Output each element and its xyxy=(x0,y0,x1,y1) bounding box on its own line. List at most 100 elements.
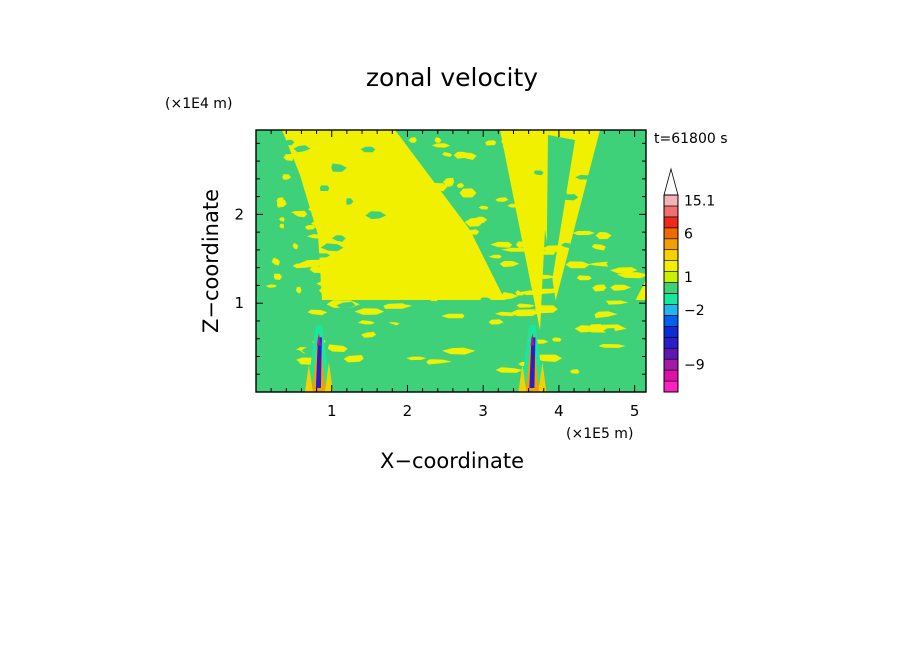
field-speckle-positive xyxy=(361,331,377,338)
x-tick-label: 2 xyxy=(403,402,413,420)
colorbar-segment xyxy=(663,238,679,251)
colorbar-label: 6 xyxy=(684,226,693,242)
field-speckle-positive xyxy=(283,153,294,161)
field-speckle-positive xyxy=(307,309,328,316)
wake-min-mountain-wake-2 xyxy=(529,337,536,388)
x-tick-label: 5 xyxy=(630,402,640,420)
field-speckle-positive xyxy=(307,156,317,163)
field-speckle-positive xyxy=(572,230,595,236)
field-speckle-negative xyxy=(626,308,636,313)
field-speckle-positive xyxy=(552,337,562,342)
field-speckle-positive xyxy=(481,276,493,286)
field-speckle-positive xyxy=(399,244,409,252)
field-speckle-positive xyxy=(354,308,385,315)
field-speckle-positive xyxy=(305,225,316,230)
field-speckle-positive xyxy=(501,247,534,252)
field-speckle-negative xyxy=(589,300,609,308)
field-speckle-negative xyxy=(283,139,295,146)
colorbar-frame xyxy=(663,194,679,393)
field-speckle-positive xyxy=(499,261,520,267)
colorbar-label: 15.1 xyxy=(684,193,715,209)
axis-ticks: 1 2 3 4 5 1 2 xyxy=(234,130,646,420)
field-speckle-positive xyxy=(294,210,308,218)
field-speckle-positive xyxy=(336,207,347,213)
field-speckle-positive xyxy=(279,223,284,229)
field-speckle-negative xyxy=(320,243,344,252)
field-speckle-positive xyxy=(610,267,638,274)
field-speckle-positive xyxy=(442,152,452,157)
field-speckle-positive xyxy=(308,205,318,214)
field-speckle-positive xyxy=(380,220,388,229)
field-speckle-positive xyxy=(598,344,626,348)
colorbar-segment xyxy=(663,380,679,393)
field-region-east-negative xyxy=(548,130,646,345)
field-speckle-negative xyxy=(481,241,491,250)
field-speckle-positive xyxy=(534,305,558,314)
field-speckle-positive xyxy=(295,286,302,294)
field-speckle-positive xyxy=(592,284,607,292)
field-speckle-positive xyxy=(388,198,396,206)
field-speckle-negative xyxy=(373,322,396,328)
field-speckle-positive xyxy=(495,197,509,202)
field-speckle-positive xyxy=(301,158,311,167)
field-speckle-negative xyxy=(560,194,579,201)
field-speckle-positive xyxy=(383,303,413,309)
x-tick-label: 4 xyxy=(554,402,564,420)
wake-extreme-mountain-wake-1 xyxy=(316,333,321,346)
field-speckle-positive xyxy=(298,259,326,268)
x-axis-label: X−coordinate xyxy=(380,449,524,473)
field-speckle-positive xyxy=(507,203,523,208)
field-speckle-positive xyxy=(311,219,326,228)
field-speckle-positive xyxy=(413,238,430,243)
field-speckle-positive xyxy=(490,241,513,248)
colorbar-segment xyxy=(663,293,679,305)
field-speckle-positive xyxy=(345,281,353,290)
field-speckle-negative xyxy=(312,253,331,258)
field-speckle-negative xyxy=(575,175,593,180)
field-region-lower-band xyxy=(256,300,646,392)
field-speckle-positive xyxy=(315,158,330,165)
colorbar-segment xyxy=(663,282,679,294)
field-speckle-positive xyxy=(409,275,428,279)
colorbar-segment xyxy=(663,194,679,207)
field-speckle-positive xyxy=(311,191,331,199)
field-speckle-positive xyxy=(510,309,539,317)
field-speckle-negative xyxy=(575,361,590,368)
field-speckle-negative xyxy=(282,215,303,223)
field-speckle-positive xyxy=(534,250,556,255)
colorbar-label: 1 xyxy=(684,270,693,286)
field-speckle-positive xyxy=(276,197,284,204)
field-speckle-positive xyxy=(521,290,547,296)
field-speckle-negative xyxy=(285,191,304,197)
field-speckle-negative xyxy=(289,349,304,357)
field-speckle-positive xyxy=(441,313,465,319)
field-speckle-positive xyxy=(515,290,526,296)
field-speckle-positive xyxy=(528,274,557,280)
field-speckle-negative xyxy=(293,145,311,153)
field-speckle-positive xyxy=(326,193,340,201)
field-speckle-negative xyxy=(346,198,354,205)
field-region-wedge-streak xyxy=(546,135,575,318)
field-speckle-negative xyxy=(381,319,398,323)
field-speckle-positive xyxy=(340,193,351,199)
field-speckle-negative xyxy=(613,225,622,230)
x-unit-label: (×1E5 m) xyxy=(566,426,633,442)
field-speckle-positive xyxy=(456,183,465,188)
field-speckle-positive xyxy=(502,142,517,151)
field-speckle-positive xyxy=(450,235,459,242)
field-speckle-positive xyxy=(478,288,491,297)
field-speckle-negative xyxy=(281,359,300,366)
field-speckle-negative xyxy=(558,305,566,314)
field-speckle-positive xyxy=(357,320,375,325)
field-speckle-positive xyxy=(362,176,375,184)
colorbar-segment xyxy=(663,271,679,283)
field-speckle-positive xyxy=(426,359,452,365)
field-speckle-positive xyxy=(343,355,364,363)
field-speckle-positive xyxy=(441,347,476,355)
field-speckle-positive xyxy=(431,143,451,148)
wake-flank-mountain-wake-1 xyxy=(324,362,333,392)
field-speckle-negative xyxy=(336,301,356,309)
field-speckle-positive xyxy=(576,275,592,281)
field-speckle-positive xyxy=(565,261,591,268)
